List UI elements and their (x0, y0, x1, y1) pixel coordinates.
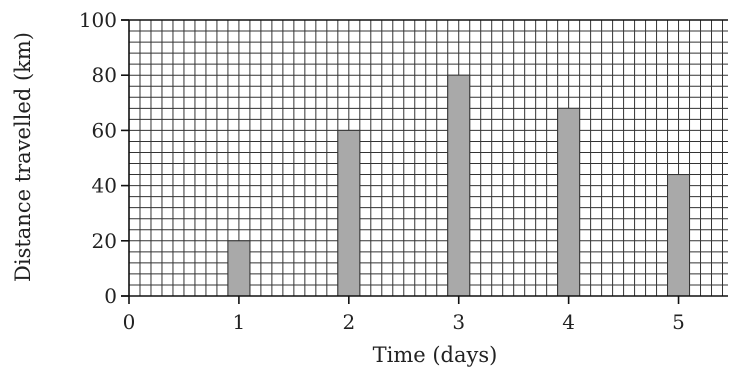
x-axis-ticks: 0 1 2 3 4 5 (123, 296, 685, 334)
x-tick-label: 4 (562, 310, 575, 334)
bar-day-5 (667, 174, 691, 297)
x-tick-label: 0 (123, 310, 136, 334)
y-tick-label: 20 (92, 229, 117, 253)
x-axis-title: Time (days) (373, 343, 498, 367)
y-tick-label: 0 (104, 284, 117, 308)
y-tick-label: 100 (79, 8, 117, 32)
y-tick-label: 60 (92, 118, 117, 142)
x-tick-label: 1 (233, 310, 246, 334)
chart-grid (128, 19, 728, 297)
y-tick-label: 40 (92, 174, 117, 198)
chart-axes (121, 19, 728, 297)
chart-bars (227, 74, 691, 297)
x-tick-label: 3 (452, 310, 465, 334)
x-tick-label: 5 (672, 310, 685, 334)
bar-day-3 (447, 74, 471, 297)
bar-day-1 (227, 240, 251, 297)
bar-day-4 (557, 107, 581, 297)
bar-day-2 (337, 129, 361, 297)
y-axis-ticks: 0 20 40 60 80 100 (79, 8, 129, 308)
x-tick-label: 2 (342, 310, 355, 334)
y-axis-title: Distance travelled (km) (11, 32, 35, 282)
y-tick-label: 80 (92, 63, 117, 87)
